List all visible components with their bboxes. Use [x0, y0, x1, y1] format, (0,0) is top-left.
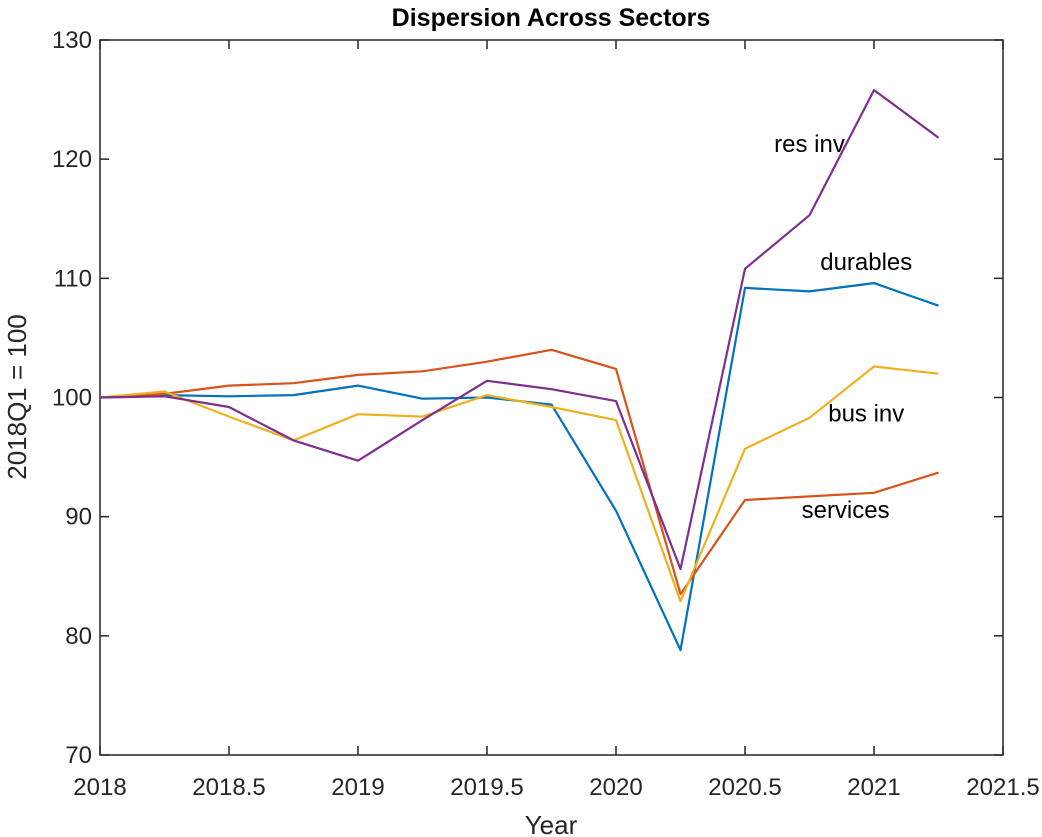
plot-area: 2018 2018.5 2019 2019.5 2020 2020.5 2021 2021.5… — [52, 27, 1040, 801]
series-line-bus-inv — [99, 365, 939, 603]
y-tick-label: 130 — [52, 27, 92, 54]
x-tick-label: 2021.5 — [966, 774, 1039, 801]
y-tick-label: 120 — [52, 146, 92, 173]
annotation-durables: durables — [820, 249, 912, 276]
series-line-durables — [99, 282, 939, 652]
x-tick-label: 2018 — [73, 774, 126, 801]
y-tick-label: 90 — [65, 504, 92, 531]
y-tick-label: 80 — [65, 623, 92, 650]
y-axis-label: 2018Q1 = 100 — [2, 314, 32, 480]
y-tick-label: 110 — [54, 265, 92, 292]
y-tick-label: 70 — [65, 742, 92, 769]
series-line-res-inv — [99, 88, 940, 571]
x-tick-label: 2018.5 — [192, 774, 265, 801]
chart-title: Dispersion Across Sectors — [392, 4, 711, 32]
x-tick-label: 2019.5 — [450, 774, 523, 801]
x-axis-label: Year — [525, 810, 578, 837]
annotation-services: services — [802, 497, 890, 524]
annotation-res-inv: res inv — [774, 131, 845, 158]
x-tick-label: 2021 — [847, 774, 900, 801]
series-line-services — [99, 348, 939, 596]
x-tick-label: 2019 — [331, 774, 384, 801]
axes-box — [99, 39, 1004, 756]
annotation-bus-inv: bus inv — [828, 400, 904, 427]
y-tick-label: 100 — [52, 385, 92, 412]
x-tick-label: 2020 — [589, 774, 642, 801]
x-tick-label: 2020.5 — [708, 774, 781, 801]
